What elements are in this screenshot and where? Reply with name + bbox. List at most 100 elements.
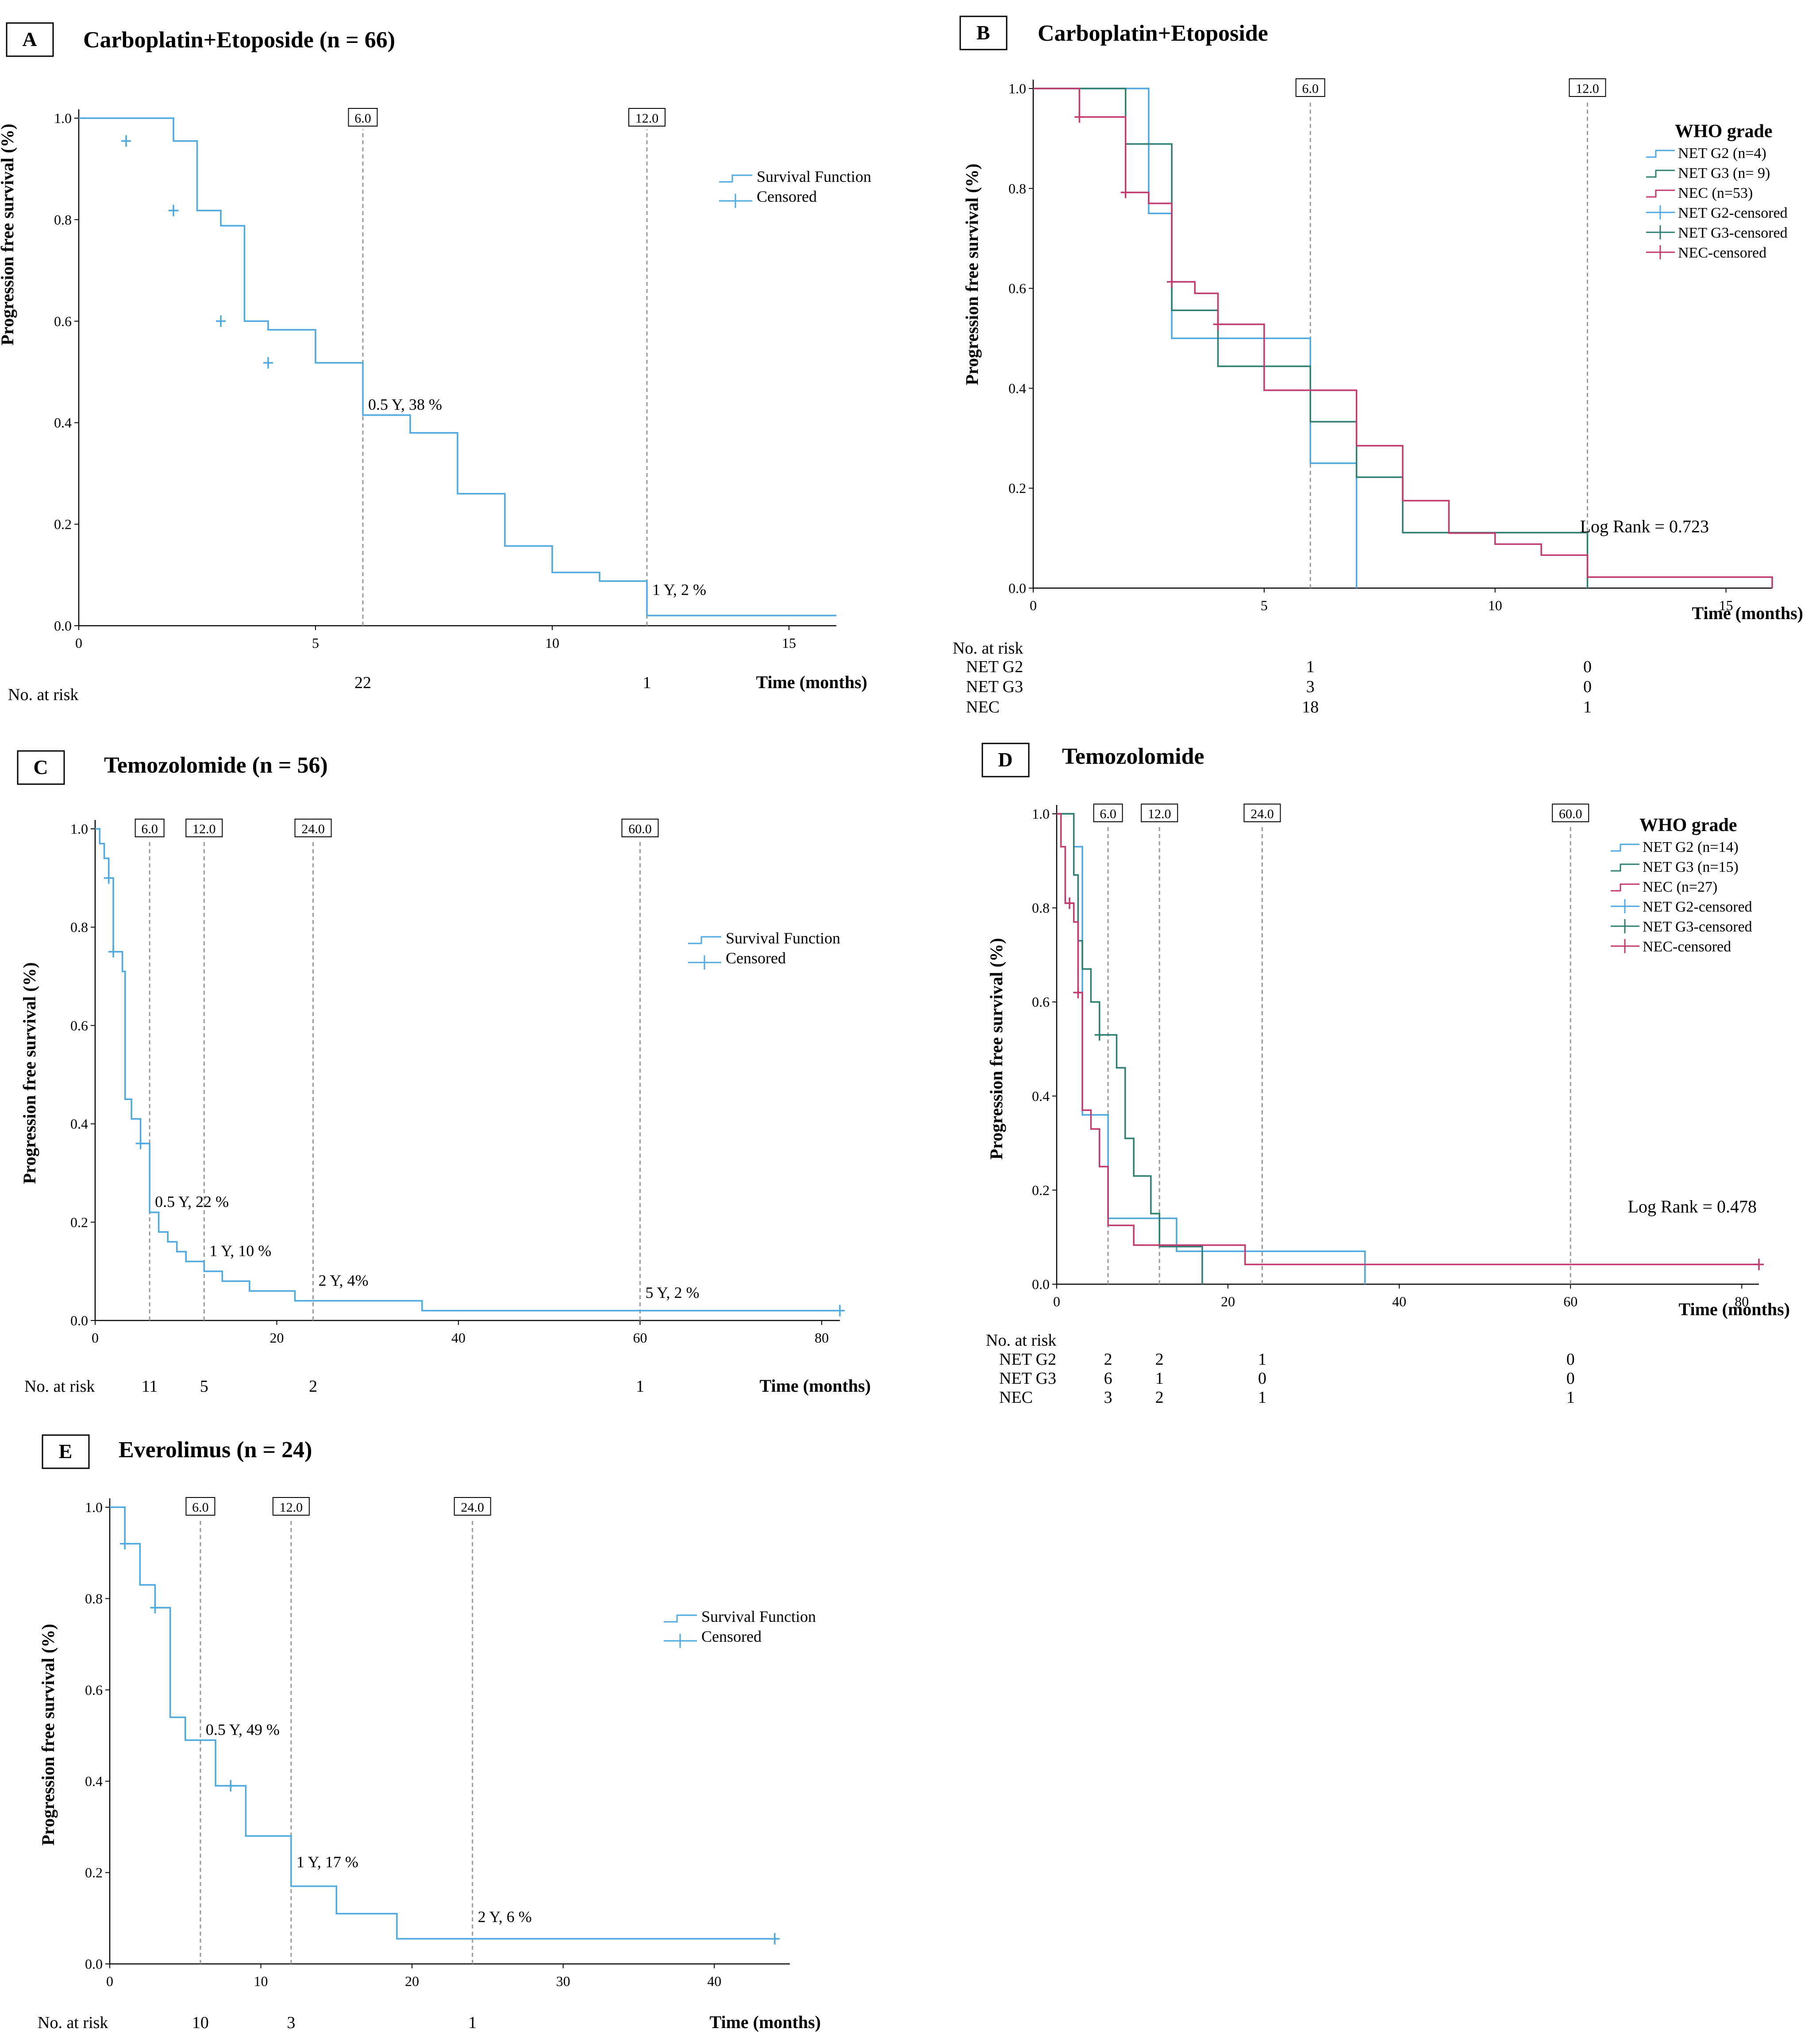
y-tick-label: 1.0	[70, 821, 88, 837]
y-tick-label: 0.0	[1032, 1276, 1050, 1292]
x-axis-label: Time (months)	[760, 1376, 871, 1396]
risk-count: 1	[1258, 1388, 1266, 1407]
censor-mark	[104, 872, 114, 884]
panel-letter: A	[22, 28, 37, 50]
panel-letter: B	[977, 21, 990, 44]
x-tick-label: 60	[633, 1330, 647, 1346]
panel-title: Everolimus (n = 24)	[119, 1437, 312, 1463]
risk-row-name: NEC	[999, 1388, 1033, 1407]
panel-letter: C	[33, 756, 48, 778]
survival-curve-net-g2	[1057, 813, 1366, 1284]
risk-count: 11	[142, 1377, 158, 1396]
reference-label-box	[135, 819, 165, 837]
risk-count: 10	[192, 2013, 209, 2032]
censor-mark	[1074, 111, 1085, 123]
panel-letter: D	[998, 748, 1012, 771]
reference-label-box	[1569, 78, 1606, 97]
y-tick-label: 0.0	[85, 1956, 103, 1972]
y-tick-label: 0.8	[85, 1590, 103, 1606]
censor-mark	[108, 946, 119, 958]
legend-title: WHO grade	[1639, 815, 1737, 835]
risk-table-label: No. at risk	[953, 639, 1023, 658]
y-tick-label: 0.4	[54, 415, 72, 431]
y-tick-label: 0.6	[54, 313, 72, 329]
legend-censor-swatch	[1646, 245, 1675, 259]
legend-entry: Survival Function	[701, 1608, 816, 1625]
censor-mark	[169, 204, 178, 216]
panel-title: Carboplatin+Etoposide (n = 66)	[83, 27, 395, 53]
reference-label: 60.0	[1559, 807, 1582, 821]
reference-label-box	[1243, 804, 1281, 822]
reference-label: 6.0	[141, 822, 158, 836]
x-tick-label: 0	[1030, 597, 1037, 613]
survival-curve-nec	[1033, 88, 1773, 588]
risk-table-label: No. at risk	[24, 1377, 95, 1396]
risk-count: 1	[643, 674, 651, 692]
y-tick-label: 0.2	[85, 1865, 103, 1881]
y-tick-label: 0.6	[70, 1017, 88, 1033]
risk-row-name: NET G3	[966, 677, 1023, 696]
legend-step-swatch	[1611, 843, 1639, 852]
risk-table-label: No. at risk	[8, 685, 78, 704]
y-tick-label: 0.4	[1032, 1088, 1050, 1104]
reference-label-box	[348, 108, 378, 127]
x-tick-label: 0	[92, 1330, 99, 1346]
y-tick-label: 0.0	[70, 1313, 88, 1328]
risk-count: 18	[1302, 698, 1319, 716]
risk-count: 0	[1566, 1369, 1575, 1388]
curve-annotation: 2 Y, 6 %	[478, 1908, 532, 1925]
y-tick-label: 0.8	[1008, 181, 1026, 196]
legend-entry: NET G2 (n=4)	[1678, 145, 1766, 162]
censor-mark	[1120, 186, 1131, 198]
reference-label-box	[185, 1497, 215, 1516]
y-tick-label: 0.6	[1008, 281, 1026, 296]
y-tick-label: 0.2	[1032, 1182, 1050, 1198]
legend-censor-swatch	[664, 1634, 697, 1648]
log-rank-stat: Log Rank = 0.723	[1580, 516, 1709, 536]
x-tick-label: 10	[1488, 597, 1502, 613]
legend-entry: NEC-censored	[1643, 939, 1731, 955]
x-tick-label: 0	[106, 1973, 113, 1989]
legend-entry: Survival Function	[757, 168, 871, 185]
censor-mark	[1065, 897, 1075, 909]
reference-label-box	[1141, 804, 1178, 822]
legend-censor-swatch	[719, 194, 752, 208]
reference-label-box	[454, 1497, 491, 1516]
censor-mark	[1073, 986, 1083, 998]
survival-curve-survival-function	[110, 1506, 775, 1940]
y-tick-label: 0.0	[54, 618, 72, 634]
legend-step-swatch	[1646, 150, 1675, 158]
risk-count: 2	[309, 1377, 317, 1396]
reference-label-box	[628, 108, 666, 127]
legend-entry: NET G3-censored	[1678, 225, 1788, 241]
x-tick-label: 20	[1221, 1293, 1235, 1309]
legend-step-swatch	[1646, 189, 1675, 198]
y-axis-label: Progression free survival (%)	[38, 1624, 58, 1845]
panel-label-box	[42, 1434, 90, 1469]
reference-label-box	[621, 819, 659, 837]
reference-label: 6.0	[1302, 81, 1319, 96]
reference-label-box	[1093, 804, 1123, 822]
legend-censor-swatch	[1611, 899, 1639, 913]
curve-annotation: 0.5 Y, 38 %	[368, 396, 442, 413]
x-axis-label: Time (months)	[710, 2012, 821, 2032]
y-axis-label: Progression free survival (%)	[0, 123, 17, 345]
legend-censor-swatch	[1646, 225, 1675, 239]
y-axis-label: Progression free survival (%)	[986, 938, 1006, 1159]
x-tick-label: 80	[1735, 1293, 1749, 1309]
panel-c: C Temozolomide (n = 56) 0.0 0.2 0.4 0.6 0.8 1.0…	[17, 750, 871, 1396]
curve-annotation: 1 Y, 2 %	[652, 581, 706, 599]
legend-entry: Censored	[701, 1628, 762, 1645]
reference-label-box	[272, 1497, 310, 1516]
risk-count: 1	[1258, 1350, 1266, 1369]
x-tick-label: 15	[1719, 597, 1733, 613]
panel-label-box	[17, 750, 65, 785]
reference-label: 12.0	[1576, 81, 1599, 96]
legend-entry: NEC-censored	[1678, 245, 1766, 261]
x-tick-label: 60	[1563, 1293, 1577, 1309]
legend-entry: Survival Function	[726, 929, 840, 947]
risk-row-name: NEC	[966, 698, 1000, 716]
y-tick-label: 0.8	[54, 212, 72, 227]
legend-step-swatch	[664, 1614, 697, 1623]
